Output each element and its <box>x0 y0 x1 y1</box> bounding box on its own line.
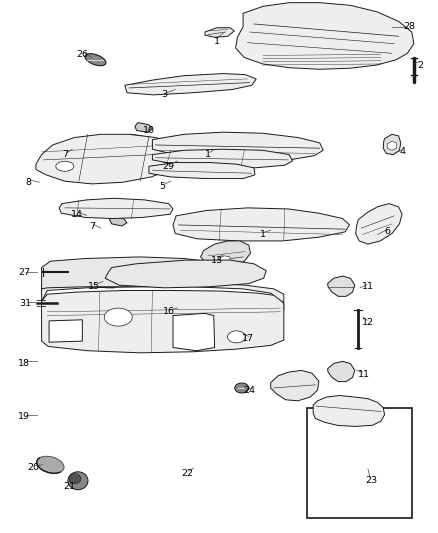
Text: 19: 19 <box>18 413 30 421</box>
Polygon shape <box>152 132 323 161</box>
Text: 29: 29 <box>162 162 175 171</box>
Polygon shape <box>125 74 256 95</box>
Polygon shape <box>42 257 230 289</box>
Text: 2: 2 <box>417 61 424 69</box>
Ellipse shape <box>69 474 81 484</box>
Text: 8: 8 <box>25 178 32 187</box>
Text: 1: 1 <box>205 150 211 159</box>
Polygon shape <box>328 361 355 382</box>
Text: 26: 26 <box>76 50 88 59</box>
Text: 6: 6 <box>385 228 391 236</box>
Text: 5: 5 <box>159 182 165 191</box>
Ellipse shape <box>68 472 88 490</box>
Text: 14: 14 <box>71 210 83 219</box>
Polygon shape <box>236 3 414 69</box>
Polygon shape <box>218 256 230 264</box>
Ellipse shape <box>37 456 64 473</box>
Text: 12: 12 <box>362 318 374 327</box>
Polygon shape <box>74 145 91 154</box>
Text: 1: 1 <box>214 37 220 46</box>
Polygon shape <box>42 281 284 303</box>
Polygon shape <box>383 134 401 155</box>
Text: 11: 11 <box>362 282 374 291</box>
Polygon shape <box>60 292 284 321</box>
Text: 10: 10 <box>143 126 155 135</box>
Text: 23: 23 <box>365 477 378 485</box>
Polygon shape <box>105 260 266 288</box>
Polygon shape <box>49 320 82 342</box>
Polygon shape <box>100 273 124 288</box>
Ellipse shape <box>85 54 106 66</box>
Polygon shape <box>356 204 402 244</box>
Polygon shape <box>152 149 293 168</box>
Text: 31: 31 <box>19 300 32 308</box>
Polygon shape <box>149 163 255 179</box>
Text: 16: 16 <box>162 308 175 316</box>
Ellipse shape <box>56 161 74 171</box>
Text: 27: 27 <box>18 269 30 277</box>
Text: 4: 4 <box>400 148 406 156</box>
Polygon shape <box>135 123 152 132</box>
Polygon shape <box>205 28 234 37</box>
Text: 17: 17 <box>241 334 254 343</box>
Text: 28: 28 <box>403 22 416 31</box>
Text: 24: 24 <box>244 386 256 394</box>
Polygon shape <box>313 395 385 426</box>
Text: 1: 1 <box>260 230 266 239</box>
Polygon shape <box>59 198 173 219</box>
Text: 18: 18 <box>18 359 30 368</box>
Polygon shape <box>201 241 251 266</box>
Text: 15: 15 <box>88 282 100 291</box>
Polygon shape <box>212 316 258 348</box>
Text: 3: 3 <box>161 91 167 99</box>
Text: 7: 7 <box>89 222 95 231</box>
Text: 11: 11 <box>357 370 370 378</box>
Ellipse shape <box>104 308 132 326</box>
Polygon shape <box>42 290 284 353</box>
Text: 13: 13 <box>211 256 223 264</box>
Polygon shape <box>173 313 215 351</box>
Polygon shape <box>328 276 355 296</box>
Polygon shape <box>387 141 396 150</box>
Text: 20: 20 <box>27 464 39 472</box>
Ellipse shape <box>235 383 249 393</box>
Polygon shape <box>110 216 127 226</box>
Text: 7: 7 <box>63 150 69 159</box>
Polygon shape <box>173 208 350 241</box>
Text: 21: 21 <box>63 482 75 490</box>
Polygon shape <box>271 370 319 401</box>
FancyBboxPatch shape <box>307 408 412 518</box>
Ellipse shape <box>227 331 246 343</box>
Text: 22: 22 <box>181 469 194 478</box>
Polygon shape <box>36 134 183 184</box>
Polygon shape <box>127 134 145 143</box>
